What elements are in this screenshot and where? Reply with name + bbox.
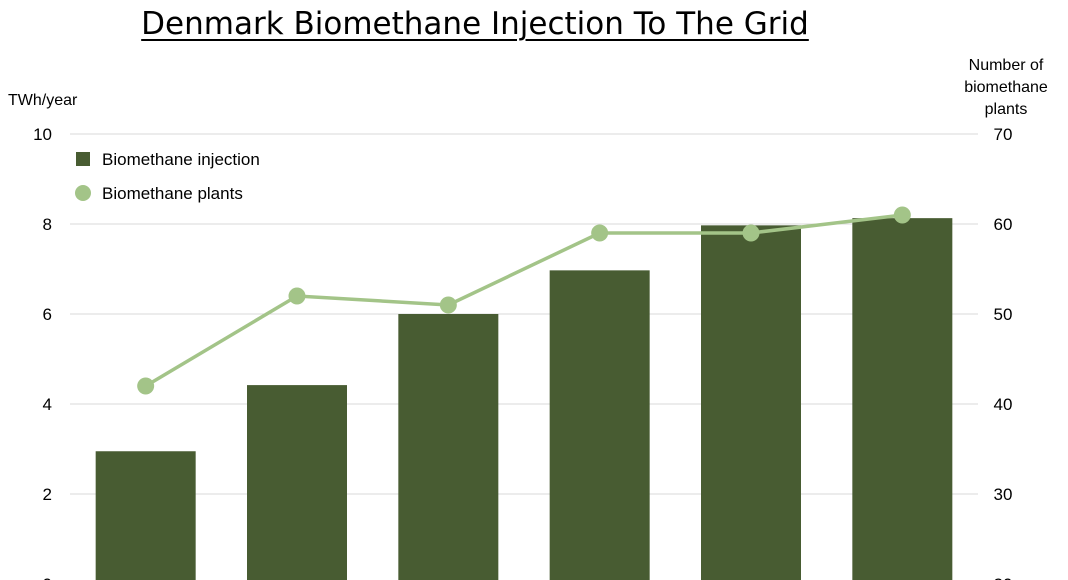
bar-3 xyxy=(549,270,650,580)
line-point-2 xyxy=(439,296,457,314)
y-right-tick-label-3: 50 xyxy=(994,305,1013,324)
bar-2 xyxy=(398,314,499,580)
bar-1 xyxy=(247,385,347,580)
line-point-3 xyxy=(591,224,609,242)
bar-5 xyxy=(852,218,953,580)
y-right-tick-label-1: 30 xyxy=(994,485,1013,504)
line-point-5 xyxy=(893,206,911,224)
y-axis-right-label-line-1: Number of xyxy=(968,57,1044,74)
line-point-0 xyxy=(137,377,155,395)
y-left-tick-label-2: 4 xyxy=(43,395,52,414)
y-axis-right-label: Number of biomethane plants xyxy=(956,55,1056,121)
legend-swatch-plants xyxy=(75,185,91,201)
chart-title: Denmark Biomethane Injection To The Grid xyxy=(141,6,809,42)
y-axis-right-label-line-3: plants xyxy=(984,101,1028,118)
bar-0 xyxy=(95,451,196,580)
y-axis-right-label-line-2: biomethane xyxy=(964,79,1048,96)
y-axis-left-label: TWh/year xyxy=(8,92,78,109)
line-point-1 xyxy=(288,287,306,305)
legend-label-plants: Biomethane plants xyxy=(102,184,243,203)
y-right-tick-label-2: 40 xyxy=(994,395,1013,414)
y-left-tick-label-3: 6 xyxy=(43,305,52,324)
legend-swatch-injection xyxy=(76,152,90,166)
bar-4 xyxy=(701,225,801,580)
legend-label-injection: Biomethane injection xyxy=(102,150,260,169)
y-right-tick-label-5: 70 xyxy=(994,125,1013,144)
y-left-tick-label-5: 10 xyxy=(33,125,52,144)
line-point-4 xyxy=(742,224,760,242)
y-left-tick-label-0: 0 xyxy=(43,575,52,580)
y-left-tick-label-1: 2 xyxy=(43,485,52,504)
y-right-tick-label-0: 20 xyxy=(994,575,1013,580)
y-right-tick-label-4: 60 xyxy=(994,215,1013,234)
series-line-biomethane-plants xyxy=(144,213,903,388)
y-left-tick-label-4: 8 xyxy=(43,215,52,234)
